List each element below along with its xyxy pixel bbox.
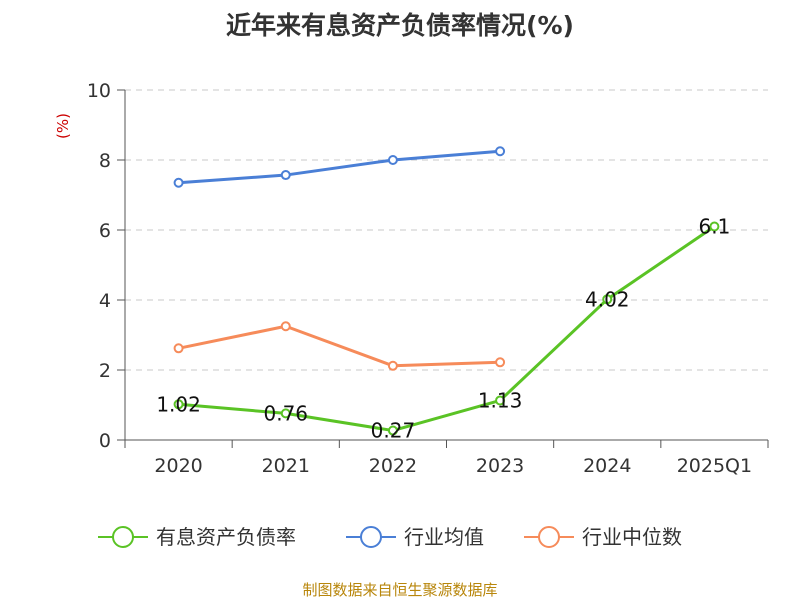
legend-marker [112,526,134,548]
legend-marker [538,526,560,548]
series-line-1 [178,149,501,185]
legend-marker [360,526,382,548]
x-tick-label: 2023 [476,455,524,477]
y-tick-label: 4 [99,290,111,312]
data-point[interactable] [387,425,398,436]
data-point[interactable] [173,399,184,410]
grid-lines [125,89,768,371]
data-point[interactable] [387,155,398,165]
data-label: 0.27 [371,419,416,443]
data-point[interactable] [280,408,291,419]
x-tick-label: 2020 [154,455,202,477]
series-line-2 [178,324,501,368]
legend: 有息资产负债率 行业均值 行业中位数 [98,525,682,549]
data-point[interactable] [280,321,291,332]
legend-item-1[interactable]: 行业均值 [346,525,484,549]
data-point[interactable] [495,357,506,368]
data-point[interactable] [387,360,398,371]
y-tick-label: 2 [99,360,111,382]
data-point[interactable] [602,294,613,305]
x-tick-label: 2022 [369,455,417,477]
y-axis-unit: (%) [54,113,72,139]
data-point[interactable] [173,343,184,354]
data-point[interactable] [173,177,184,188]
x-tick-label: 2025Q1 [677,455,752,477]
data-point[interactable] [709,221,720,232]
data-label: 6.1 [699,215,731,239]
legend-item-0[interactable]: 有息资产负债率 [98,525,296,549]
data-label: 0.76 [263,401,308,425]
series-line-0 [178,225,716,433]
axes: 0 2 4 6 8 10 2020 2021 2022 2023 2024 2025Q1 [87,80,769,477]
data-point[interactable] [495,395,506,406]
chart-title: 近年来有息资产负债率情况(%) [226,11,574,40]
data-point[interactable] [495,146,506,157]
legend-label: 行业中位数 [582,525,682,549]
x-tick-label: 2021 [262,455,310,477]
data-label: 1.13 [478,388,523,412]
data-labels: 1.02 0.76 0.27 1.13 4.02 6.1 [156,215,730,443]
legend-label: 行业均值 [404,525,484,549]
data-point[interactable] [280,170,291,181]
legend-label: 有息资产负债率 [156,525,296,549]
y-tick-label: 6 [99,220,111,242]
series-lines [173,146,720,436]
y-tick-label: 8 [99,150,111,172]
y-tick-label: 0 [99,430,111,452]
y-tick-label: 10 [87,80,111,102]
source-note: 制图数据来自恒生聚源数据库 [302,581,497,599]
legend-item-2[interactable]: 行业中位数 [524,525,682,549]
data-label: 4.02 [585,287,630,311]
x-tick-label: 2024 [583,455,631,477]
data-label: 1.02 [156,392,201,416]
